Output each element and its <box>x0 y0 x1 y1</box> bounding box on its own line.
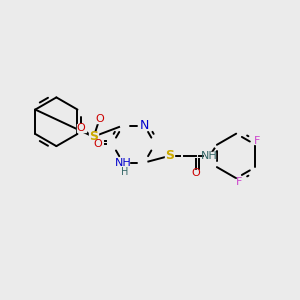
Bar <box>165 152 174 160</box>
Bar <box>94 140 102 148</box>
Text: N: N <box>140 119 149 132</box>
Text: F: F <box>236 177 242 188</box>
Text: NH: NH <box>115 158 131 168</box>
Bar <box>96 115 104 123</box>
Bar <box>204 152 215 160</box>
Text: H: H <box>121 167 128 176</box>
Bar <box>192 169 200 177</box>
Bar <box>117 159 129 167</box>
Text: NH: NH <box>201 151 218 161</box>
Bar <box>254 137 261 144</box>
Text: S: S <box>89 130 98 143</box>
Text: O: O <box>192 168 200 178</box>
Text: O: O <box>94 139 102 149</box>
Text: F: F <box>254 136 260 146</box>
Text: S: S <box>165 149 174 162</box>
Text: O: O <box>96 114 104 124</box>
Bar <box>76 124 85 132</box>
Text: O: O <box>77 123 85 133</box>
Bar <box>89 133 98 141</box>
Bar <box>235 179 242 186</box>
Bar <box>140 122 149 129</box>
